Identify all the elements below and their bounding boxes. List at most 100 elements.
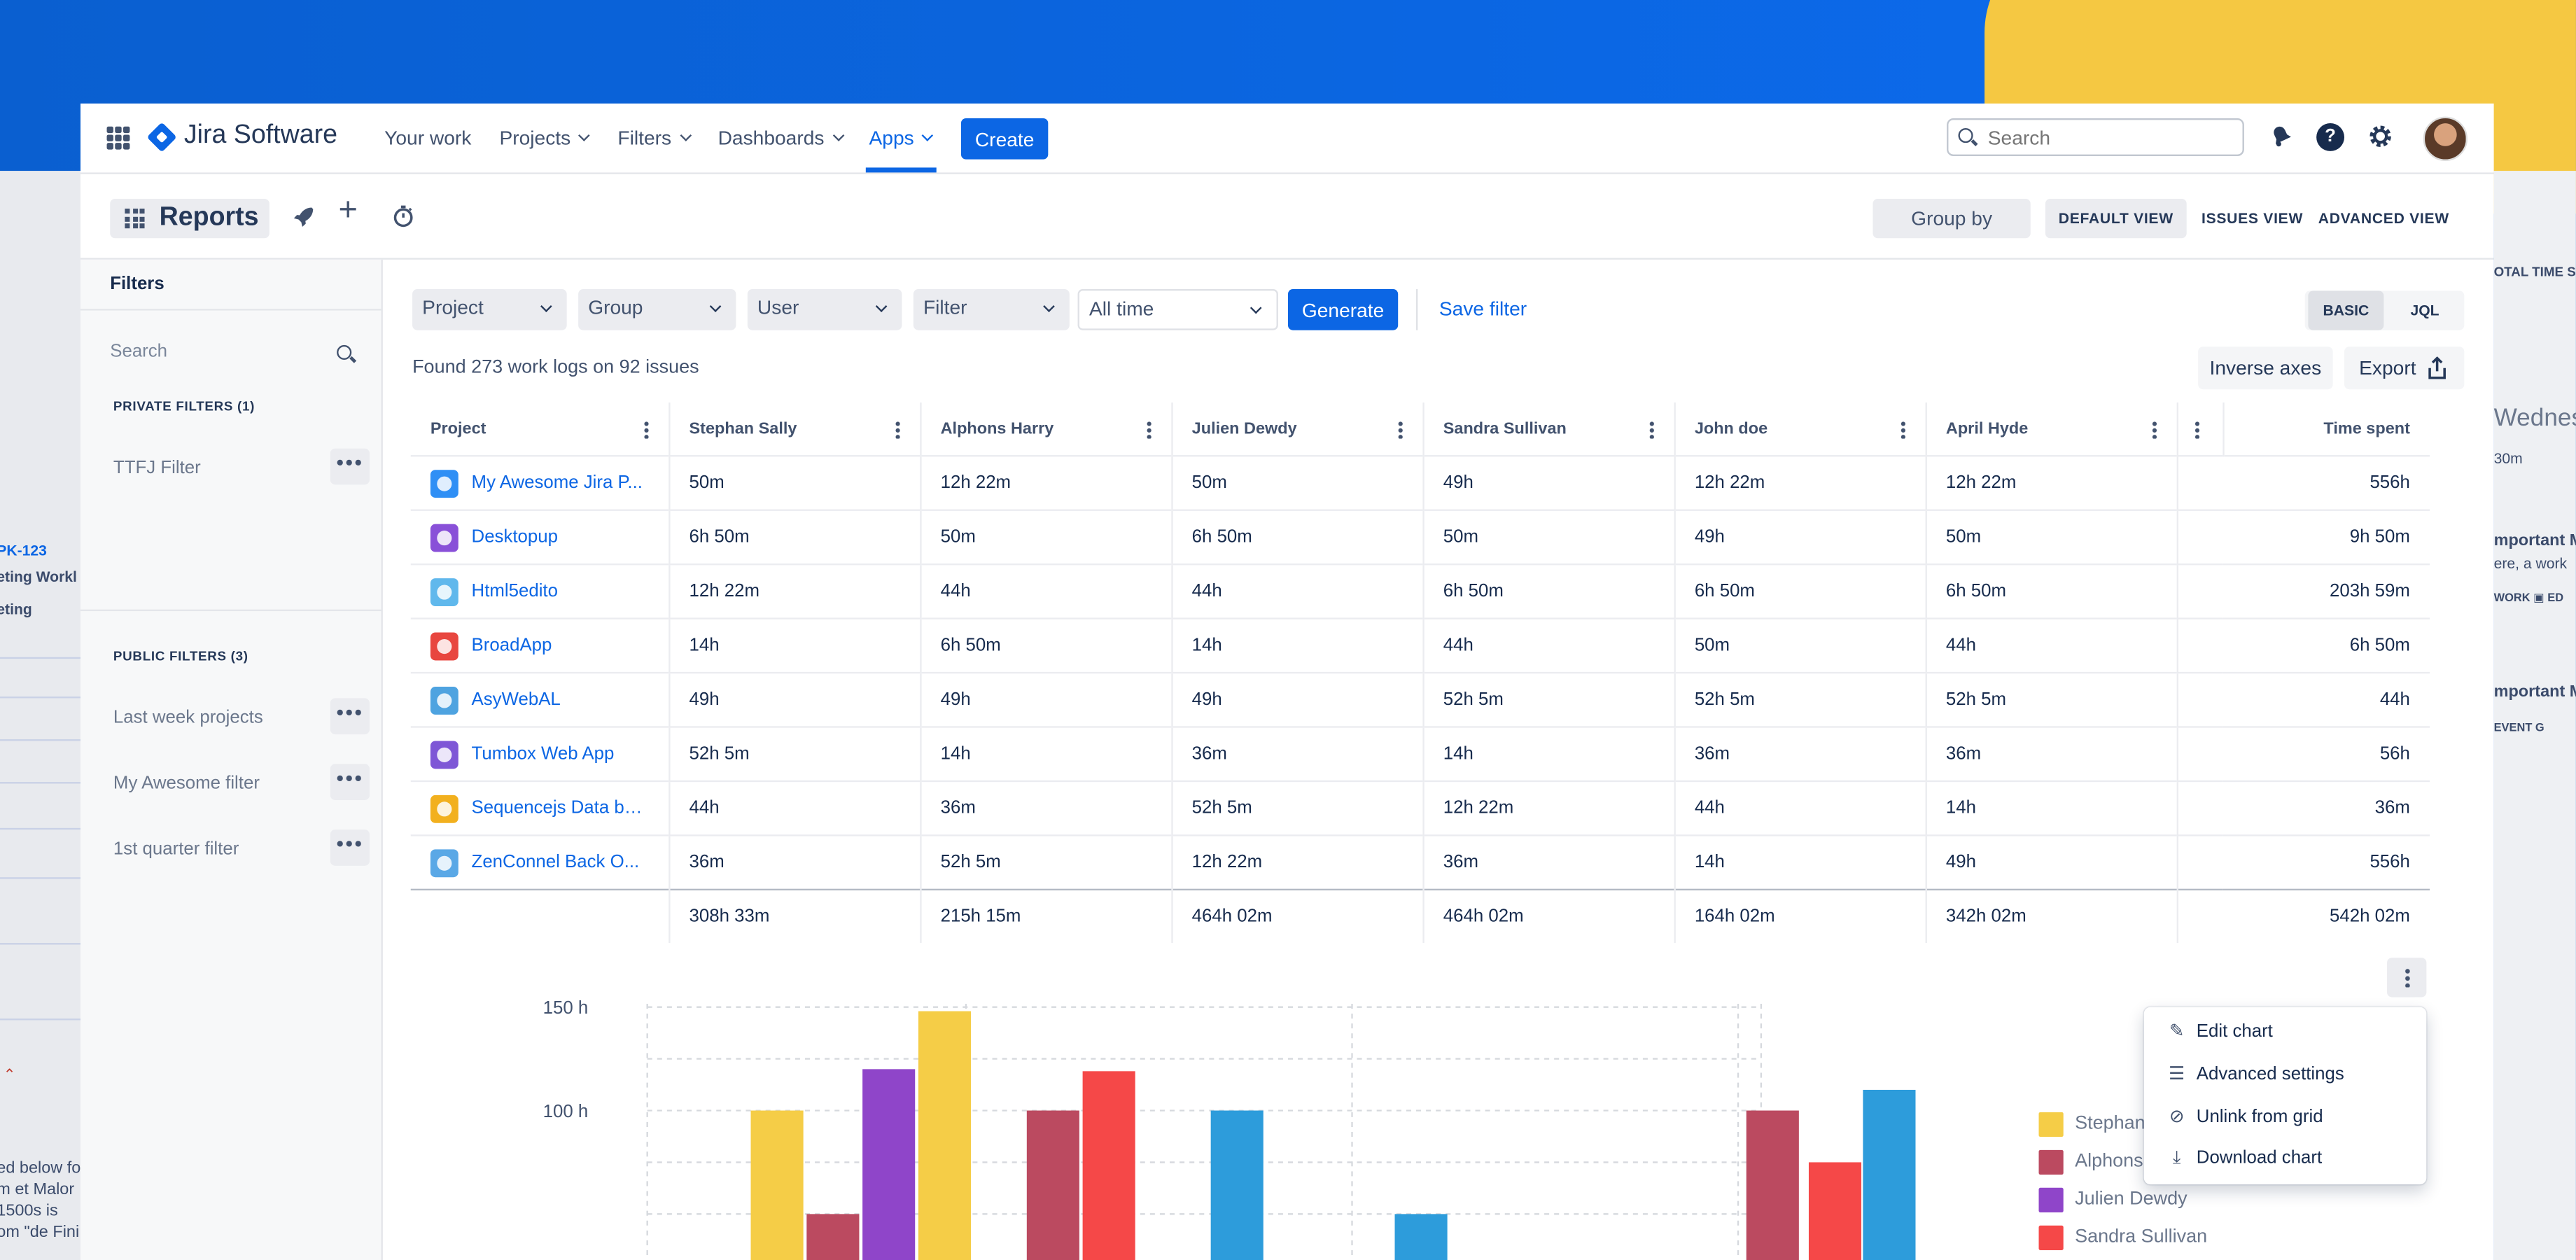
column-menu-icon[interactable] [1900,420,1905,439]
stopwatch-icon[interactable] [391,204,416,235]
filter-item-1st-quarter[interactable]: 1st quarter filter [113,839,239,860]
bar-stephan-sally[interactable] [750,1110,804,1260]
column-header-time-spent[interactable]: Time spent [2222,402,2430,456]
legend-label: Alphons [2075,1152,2143,1172]
jira-logo[interactable]: Jira Software [146,121,337,152]
more-options-icon[interactable]: ••• [330,830,370,866]
user-select[interactable]: User [747,289,902,330]
column-menu-icon[interactable] [894,420,899,439]
ghost-text: m et Malor [0,1181,75,1200]
search-box[interactable] [1947,118,2244,156]
bar-sandra-sullivan[interactable] [1808,1162,1862,1260]
ghost-line [0,1018,80,1021]
bar-alphons-harry[interactable] [806,1214,860,1260]
chart-more-button[interactable] [2387,958,2427,997]
search-icon[interactable] [337,344,352,360]
group-select[interactable]: Group [578,289,736,330]
ghost-line [0,877,80,879]
column-menu-icon[interactable] [2194,420,2199,439]
time-cell: 52h 5m [1170,780,1423,836]
group-by-button[interactable]: Group by [1872,198,2031,239]
date-range-select[interactable]: All time [1077,289,1278,330]
column-menu-icon[interactable] [2151,420,2157,439]
sidebar-search-input[interactable]: Search [110,342,168,362]
legend-label: Sandra Sullivan [2075,1227,2208,1247]
bar-julien-dewdy[interactable] [862,1069,916,1260]
nav-your-work[interactable]: Your work [384,126,472,150]
column-header[interactable]: Stephan Sally [668,402,920,456]
ghost-text: 30m [2493,450,2523,467]
project-cell: ZenConnel Back O... [410,834,669,890]
notifications-bell-icon[interactable] [2267,123,2295,151]
menu-advanced-settings[interactable]: ☰ Advanced settings [2167,1063,2344,1084]
settings-gear-icon[interactable] [2366,123,2394,151]
nav-apps[interactable]: Apps [869,127,934,150]
create-button[interactable]: Create [960,118,1049,160]
nav-dashboards[interactable]: Dashboards [718,127,844,150]
column-menu-icon[interactable] [1145,420,1152,439]
app-switcher-icon[interactable] [106,126,130,150]
mode-basic[interactable]: BASIC [2308,290,2384,330]
tab-advanced-view[interactable]: ADVANCED VIEW [2318,210,2449,227]
column-menu-icon[interactable] [1648,420,1654,439]
ghost-text: eting [0,601,32,618]
filter-item-last-week[interactable]: Last week projects [113,708,263,728]
bar-series-5[interactable] [1394,1214,1448,1260]
reports-title-chip[interactable]: Reports [110,198,270,239]
filter-item-ttfj[interactable]: TTFJ Filter [113,458,201,478]
bar-sandra-sullivan[interactable] [1082,1071,1135,1260]
project-link[interactable]: Sequencejs Data ba... [471,798,648,818]
help-icon[interactable]: ? [2316,123,2345,151]
search-input[interactable] [1984,125,2238,151]
public-filters-header: PUBLIC FILTERS (3) [113,649,248,664]
project-link[interactable]: Tumbox Web App [471,744,615,764]
export-button[interactable]: Export [2344,346,2465,390]
plus-icon[interactable]: + [338,192,358,229]
filter-select[interactable]: Filter [913,289,1070,330]
column-header[interactable] [2176,402,2223,456]
user-avatar[interactable] [2423,116,2468,161]
bar-alphons-harry[interactable] [1026,1110,1079,1260]
mode-jql[interactable]: JQL [2410,302,2440,319]
bar-series-5[interactable] [1863,1089,1916,1260]
project-link[interactable]: BroadApp [471,636,552,656]
tab-issues-view[interactable]: ISSUES VIEW [2202,210,2304,227]
inverse-axes-button[interactable]: Inverse axes [2198,346,2333,390]
project-link[interactable]: Desktopup [471,527,558,547]
time-cell: 49h [1924,834,2177,890]
project-link[interactable]: ZenConnel Back O... [471,853,640,873]
column-menu-icon[interactable] [1397,420,1403,439]
column-header[interactable]: Alphons Harry [919,402,1172,456]
project-link[interactable]: Html5edito [471,581,558,601]
project-avatar-icon [430,740,458,769]
bar-alphons-harry[interactable] [1746,1110,1799,1260]
column-header[interactable]: April Hyde [1924,402,2177,456]
rocket-icon[interactable] [290,204,315,235]
tab-default-view[interactable]: DEFAULT VIEW [2045,198,2187,239]
more-options-icon[interactable]: ••• [330,448,370,485]
column-header[interactable]: Sandra Sullivan [1422,402,1674,456]
generate-button[interactable]: Generate [1287,289,1399,330]
time-cell: 49h [1673,509,1926,565]
more-options-icon[interactable]: ••• [330,764,370,800]
ghost-line [0,782,80,784]
nav-projects[interactable]: Projects [499,127,591,150]
column-menu-icon[interactable] [643,420,648,439]
column-header-project[interactable]: Project [411,402,668,456]
project-select[interactable]: Project [412,289,567,330]
bar-stephan-sally[interactable] [918,1011,972,1260]
nav-filters[interactable]: Filters [617,127,692,150]
chevron-down-icon [709,300,722,312]
menu-download-chart[interactable]: ⤓ Download chart [2167,1148,2322,1170]
save-filter-link[interactable]: Save filter [1438,297,1527,321]
menu-edit-chart[interactable]: ✎ Edit chart [2167,1020,2273,1042]
project-link[interactable]: AsyWebAL [471,690,561,710]
filter-item-my-awesome[interactable]: My Awesome filter [113,774,260,794]
column-header[interactable]: John doe [1673,402,1926,456]
menu-unlink-from-grid[interactable]: ⊘ Unlink from grid [2167,1105,2323,1127]
bar-series-5[interactable] [1210,1110,1264,1260]
more-options-icon[interactable]: ••• [330,698,370,735]
column-header[interactable]: Julien Dewdy [1170,402,1423,456]
project-link[interactable]: My Awesome Jira P... [471,472,643,493]
